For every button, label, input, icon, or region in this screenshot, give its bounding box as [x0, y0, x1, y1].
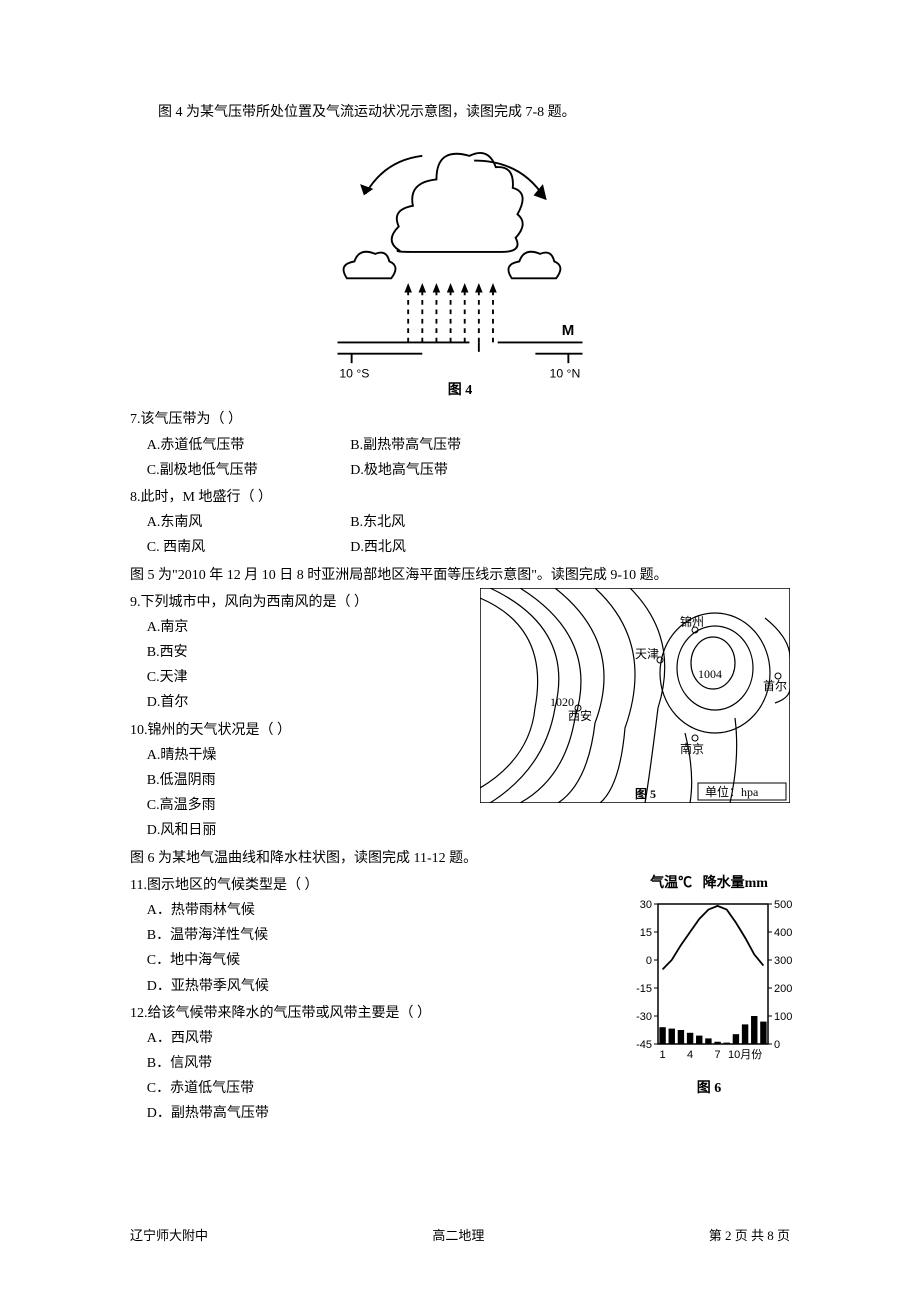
figure6-title: 气温℃ 降水量mm	[628, 871, 790, 896]
q8-option-d: D.西北风	[350, 535, 550, 560]
q8-option-c: C. 西南风	[147, 535, 347, 560]
q9-stem: 9.下列城市中，风向为西南风的是（ ）	[130, 590, 472, 615]
q11-option-b: B．温带海洋性气候	[147, 923, 620, 948]
q8-option-a: A.东南风	[147, 510, 347, 535]
svg-text:-15: -15	[636, 983, 652, 995]
fig5-city-jinzhou: 锦州	[680, 615, 704, 629]
footer-right: 第 2 页 共 8 页	[709, 1224, 790, 1247]
svg-text:15: 15	[640, 927, 652, 939]
fig5-city-xian: 西安	[568, 708, 592, 723]
figure4-right-tick: 10 °N	[550, 366, 581, 380]
svg-text:10月份: 10月份	[728, 1048, 762, 1061]
q7-option-d: D.极地高气压带	[350, 458, 550, 483]
q7-option-c: C.副极地低气压带	[147, 458, 347, 483]
svg-text:0: 0	[646, 955, 652, 967]
question-11: 11.图示地区的气候类型是（ ） A．热带雨林气候 B．温带海洋性气候 C．地中…	[130, 873, 620, 999]
figure4-left-tick: 10 °S	[339, 366, 369, 380]
figure4-container: M 10 °S 10 °N 图 4	[130, 137, 790, 403]
q10-stem: 10.锦州的天气状况是（ ）	[130, 718, 472, 743]
question-8: 8.此时，M 地盛行（ ） A.东南风 B.东北风 C. 西南风 D.西北风	[130, 485, 790, 561]
svg-text:300: 300	[774, 955, 792, 967]
q11-option-c: C．地中海气候	[147, 948, 620, 973]
figure5-unit: 单位：hpa	[705, 784, 759, 799]
q7-option-a: A.赤道低气压带	[147, 433, 347, 458]
page-footer: 辽宁师大附中 高二地理 第 2 页 共 8 页	[130, 1224, 790, 1247]
q12-stem: 12.给该气候带来降水的气压带或风带主要是（ ）	[130, 1001, 620, 1026]
question-9: 9.下列城市中，风向为西南风的是（ ） A.南京 B.西安 C.天津 D.首尔	[130, 590, 472, 716]
svg-text:400: 400	[774, 927, 792, 939]
q7-option-b: B.副热带高气压带	[350, 433, 550, 458]
q12-option-c: C．赤道低气压带	[147, 1076, 620, 1101]
fig6-title-right: 降水量mm	[703, 876, 768, 891]
figure5-svg: 锦州 天津 1004 1020 西安 南京 首尔 图 5 单位：hpa	[480, 588, 790, 803]
fig5-city-nanjing: 南京	[680, 741, 704, 756]
figure4-svg: M 10 °S 10 °N	[310, 137, 610, 382]
svg-text:0: 0	[774, 1039, 780, 1051]
svg-text:1: 1	[660, 1049, 666, 1061]
q12-option-d: D．副热带高气压带	[147, 1101, 620, 1126]
svg-text:200: 200	[774, 983, 792, 995]
q9-option-b: B.西安	[147, 640, 472, 665]
svg-text:4: 4	[687, 1049, 693, 1061]
q12-option-a: A．西风带	[147, 1026, 620, 1051]
figure6-svg: 30 15 0 -15 -30 -45 500 400 300 200 100 0 1 4 7 10月份	[628, 896, 798, 1076]
svg-text:-45: -45	[636, 1039, 652, 1051]
fig5-city-tianjin: 天津	[635, 647, 659, 661]
svg-text:500: 500	[774, 899, 792, 911]
figure5-label: 图 5	[635, 787, 656, 801]
svg-text:30: 30	[640, 899, 652, 911]
fig5-val-1004: 1004	[698, 667, 722, 681]
q11-option-a: A．热带雨林气候	[147, 898, 620, 923]
q10-option-d: D.风和日丽	[147, 818, 472, 843]
q7-stem: 7.该气压带为（ ）	[130, 407, 790, 432]
svg-text:7: 7	[715, 1049, 721, 1061]
q10-option-b: B.低温阴雨	[147, 768, 472, 793]
intro-figure4: 图 4 为某气压带所处位置及气流运动状况示意图，读图完成 7-8 题。	[130, 100, 790, 125]
q9-option-a: A.南京	[147, 615, 472, 640]
svg-text:100: 100	[774, 1011, 792, 1023]
fig5-city-seoul: 首尔	[763, 678, 787, 693]
intro-figure6: 图 6 为某地气温曲线和降水柱状图，读图完成 11-12 题。	[130, 846, 790, 871]
q9-option-d: D.首尔	[147, 690, 472, 715]
question-7: 7.该气压带为（ ） A.赤道低气压带 B.副热带高气压带 C.副极地低气压带 …	[130, 407, 790, 483]
q8-stem: 8.此时，M 地盛行（ ）	[130, 485, 790, 510]
q10-option-c: C.高温多雨	[147, 793, 472, 818]
q10-option-a: A.晴热干燥	[147, 743, 472, 768]
figure4-m-label: M	[562, 322, 575, 339]
intro-figure5: 图 5 为"2010 年 12 月 10 日 8 时亚洲局部地区海平面等压线示意…	[130, 563, 790, 588]
q11-option-d: D．亚热带季风气候	[147, 974, 620, 999]
q9-option-c: C.天津	[147, 665, 472, 690]
question-10: 10.锦州的天气状况是（ ） A.晴热干燥 B.低温阴雨 C.高温多雨 D.风和…	[130, 718, 472, 844]
footer-left: 辽宁师大附中	[130, 1224, 208, 1247]
svg-text:-30: -30	[636, 1011, 652, 1023]
figure4-label: 图 4	[130, 378, 790, 403]
q8-option-b: B.东北风	[350, 510, 550, 535]
q11-stem: 11.图示地区的气候类型是（ ）	[130, 873, 620, 898]
question-12: 12.给该气候带来降水的气压带或风带主要是（ ） A．西风带 B．信风带 C．赤…	[130, 1001, 620, 1127]
q12-option-b: B．信风带	[147, 1051, 620, 1076]
figure6-label: 图 6	[628, 1076, 790, 1101]
footer-center: 高二地理	[432, 1224, 484, 1247]
fig6-title-left: 气温℃	[650, 876, 692, 891]
fig5-val-1020: 1020	[550, 695, 574, 709]
